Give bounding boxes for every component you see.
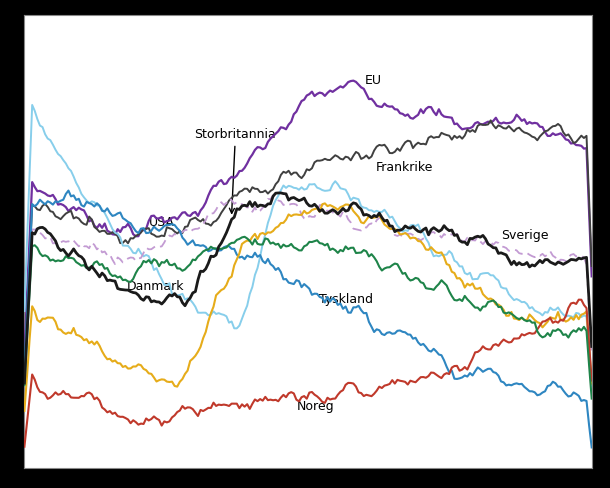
Text: Noreg: Noreg [296,400,334,413]
Text: USA: USA [149,217,175,229]
Text: Storbritannia: Storbritannia [195,128,276,213]
Text: EU: EU [365,74,382,87]
Text: Sverige: Sverige [501,229,548,242]
Text: Frankrike: Frankrike [376,161,434,174]
Text: Tyskland: Tyskland [320,293,373,306]
Text: Danmark: Danmark [126,281,184,293]
